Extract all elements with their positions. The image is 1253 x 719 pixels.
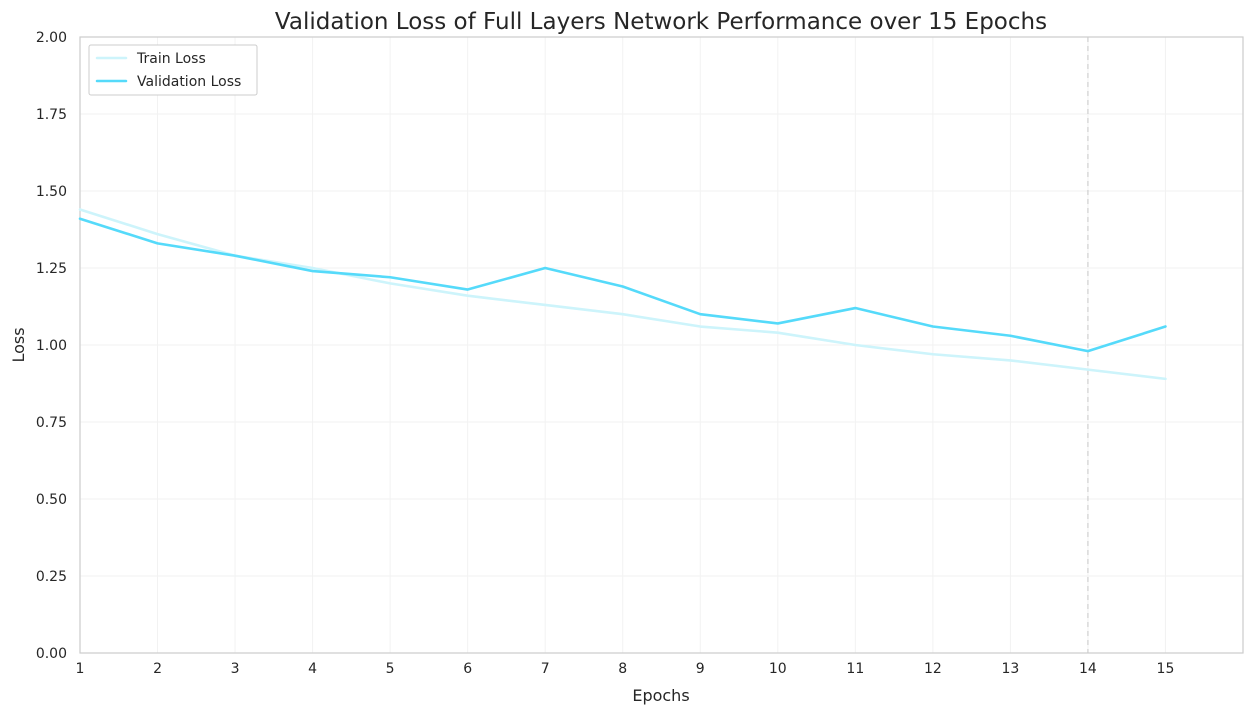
validation-loss-line: [78, 217, 1167, 353]
chart-title: Validation Loss of Full Layers Network P…: [275, 9, 1047, 35]
x-tick-label-10: 10: [769, 661, 787, 677]
series-layer: [78, 208, 1167, 381]
y-tick-label-8: 1.75: [36, 107, 67, 123]
ticks-layer: 1 2 3 4 5 6 7 8 9 10 11 12 13 14 150.000.250.500.751.0…: [36, 30, 1175, 677]
y-tick-label-4: 0.75: [36, 415, 67, 431]
x-tick-label-5: 5: [386, 661, 395, 677]
x-tick-label-6: 6: [463, 661, 472, 677]
x-tick-label-4: 4: [308, 661, 317, 677]
axes-layer: [79, 36, 1244, 654]
grid-layer: [79, 36, 1243, 654]
x-tick-label-9: 9: [696, 661, 705, 677]
x-tick-label-2: 2: [153, 661, 162, 677]
y-tick-label-6: 1.25: [36, 261, 67, 277]
x-tick-label-1: 1: [76, 661, 85, 677]
y-tick-label-5: 1.00: [36, 338, 67, 354]
x-tick-label-11: 11: [846, 661, 864, 677]
x-tick-label-14: 14: [1079, 661, 1097, 677]
x-tick-label-8: 8: [618, 661, 627, 677]
legend-validation-loss-label: Validation Loss: [137, 74, 241, 90]
legend-train-loss-label: Train Loss: [136, 51, 206, 67]
y-tick-label-7: 1.50: [36, 184, 67, 200]
plot-frame: [79, 36, 1244, 654]
y-axis-label: Loss: [9, 327, 28, 362]
legend-box: [88, 44, 258, 96]
x-axis-label: Epochs: [632, 686, 689, 705]
x-tick-label-3: 3: [231, 661, 240, 677]
y-tick-label-3: 0.50: [36, 492, 67, 508]
y-tick-label-1: 0.00: [36, 646, 67, 662]
y-tick-label-9: 2.00: [36, 30, 67, 46]
x-tick-label-13: 13: [1001, 661, 1019, 677]
x-tick-label-12: 12: [924, 661, 942, 677]
x-tick-label-15: 15: [1157, 661, 1175, 677]
y-tick-label-2: 0.25: [36, 569, 67, 585]
legend: Train Loss Validation Loss: [88, 44, 258, 96]
x-tick-label-7: 7: [541, 661, 550, 677]
